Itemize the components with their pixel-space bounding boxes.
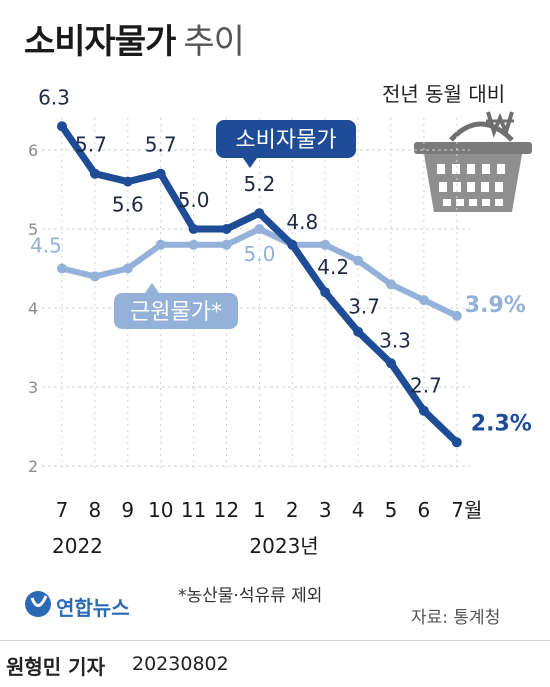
core-series-callout-label: 근원물가* (130, 300, 222, 325)
footnote: *농산물·석유류 제외 (178, 586, 323, 606)
cpi-data-point (451, 437, 462, 448)
chart-subtitle: 전년 동월 대비 (382, 82, 506, 106)
core-data-label: 4.5 (30, 234, 62, 258)
core-data-point (320, 239, 331, 250)
x-year-label: 2023년 (249, 534, 318, 558)
x-tick-label: 2 (286, 498, 299, 522)
x-tick-label: 3 (319, 498, 332, 522)
cpi-series-callout-label: 소비자물가 (235, 128, 336, 153)
cpi-data-label: 3.7 (348, 295, 380, 319)
x-tick-label: 12 (214, 498, 239, 522)
core-data-label: 5.0 (243, 242, 275, 266)
cpi-data-point (353, 326, 364, 337)
cpi-data-point (418, 405, 429, 416)
cpi-data-label: 4.2 (317, 255, 349, 279)
y-tick-label: 2 (28, 457, 38, 476)
x-tick-label: 1 (253, 498, 266, 522)
x-tick-label: 7 (56, 498, 69, 522)
yonhap-logo-icon (25, 591, 51, 617)
cpi-data-point (287, 239, 298, 250)
cpi-data-point (155, 168, 166, 179)
cpi-data-label: 2.7 (410, 374, 442, 398)
x-tick-label: 10 (148, 498, 173, 522)
core-data-point (122, 263, 133, 274)
x-year-label: 2022 (52, 534, 103, 558)
cpi-data-label: 5.7 (145, 133, 177, 157)
core-data-point (221, 239, 232, 250)
y-tick-label: 6 (28, 141, 38, 160)
cpi-data-label: 5.6 (112, 193, 144, 217)
footer-bar (0, 640, 550, 687)
cpi-data-point (221, 224, 232, 234)
publish-date: 20230802 (132, 653, 229, 675)
core-latest-value-label: 3.9% (465, 293, 526, 318)
page-title: 소비자물가 추이 (24, 14, 245, 63)
x-tick-label: 7월 (451, 498, 482, 522)
cpi-latest-value-label: 2.3% (471, 411, 532, 436)
cpi-series-callout-pointer (243, 158, 257, 168)
core-series-callout-box (114, 293, 238, 329)
core-data-point (451, 310, 462, 321)
cpi-data-point (386, 358, 396, 369)
cpi-data-label: 5.2 (243, 172, 275, 196)
x-tick-label: 5 (385, 498, 398, 522)
cpi-data-label: 4.8 (286, 210, 318, 234)
cpi-series-callout-box (216, 120, 356, 158)
core-data-point (188, 239, 199, 250)
core-data-point (254, 224, 265, 234)
source-credit: 자료: 통계청 (411, 608, 501, 628)
y-tick-label: 4 (28, 299, 38, 318)
agency-name: 연합뉴스 (56, 596, 130, 620)
cpi-data-label: 3.3 (379, 328, 411, 352)
x-tick-label: 6 (418, 498, 431, 522)
core-data-point (353, 255, 364, 266)
y-tick-label: 5 (28, 220, 38, 239)
cpi-data-point (188, 224, 199, 234)
x-tick-label: 8 (89, 498, 102, 522)
byline: 원형민 기자 (6, 655, 105, 679)
y-tick-label: 3 (28, 378, 38, 397)
core-data-point (57, 263, 67, 274)
core-data-point (386, 279, 396, 290)
shopping-basket-icon (414, 121, 532, 212)
cpi-data-label: 5.7 (75, 133, 107, 157)
core-series-callout-pointer (145, 283, 159, 293)
x-tick-label: 9 (121, 498, 134, 522)
cpi-data-point (57, 121, 67, 132)
core-data-point (155, 239, 166, 250)
cpi-data-point (122, 176, 133, 187)
cpi-data-label: 6.3 (38, 85, 70, 109)
core-data-point (418, 295, 429, 306)
cpi-data-label: 5.0 (178, 188, 210, 212)
x-tick-label: 11 (181, 498, 206, 522)
core-data-point (89, 271, 100, 282)
x-tick-label: 4 (352, 498, 365, 522)
cpi-data-point (254, 208, 265, 219)
title-main: 소비자물가 (24, 22, 176, 62)
cpi-data-point (89, 168, 100, 179)
cpi-data-point (320, 287, 331, 298)
won-sign-icon (486, 111, 514, 138)
title-suffix: 추이 (183, 22, 245, 62)
